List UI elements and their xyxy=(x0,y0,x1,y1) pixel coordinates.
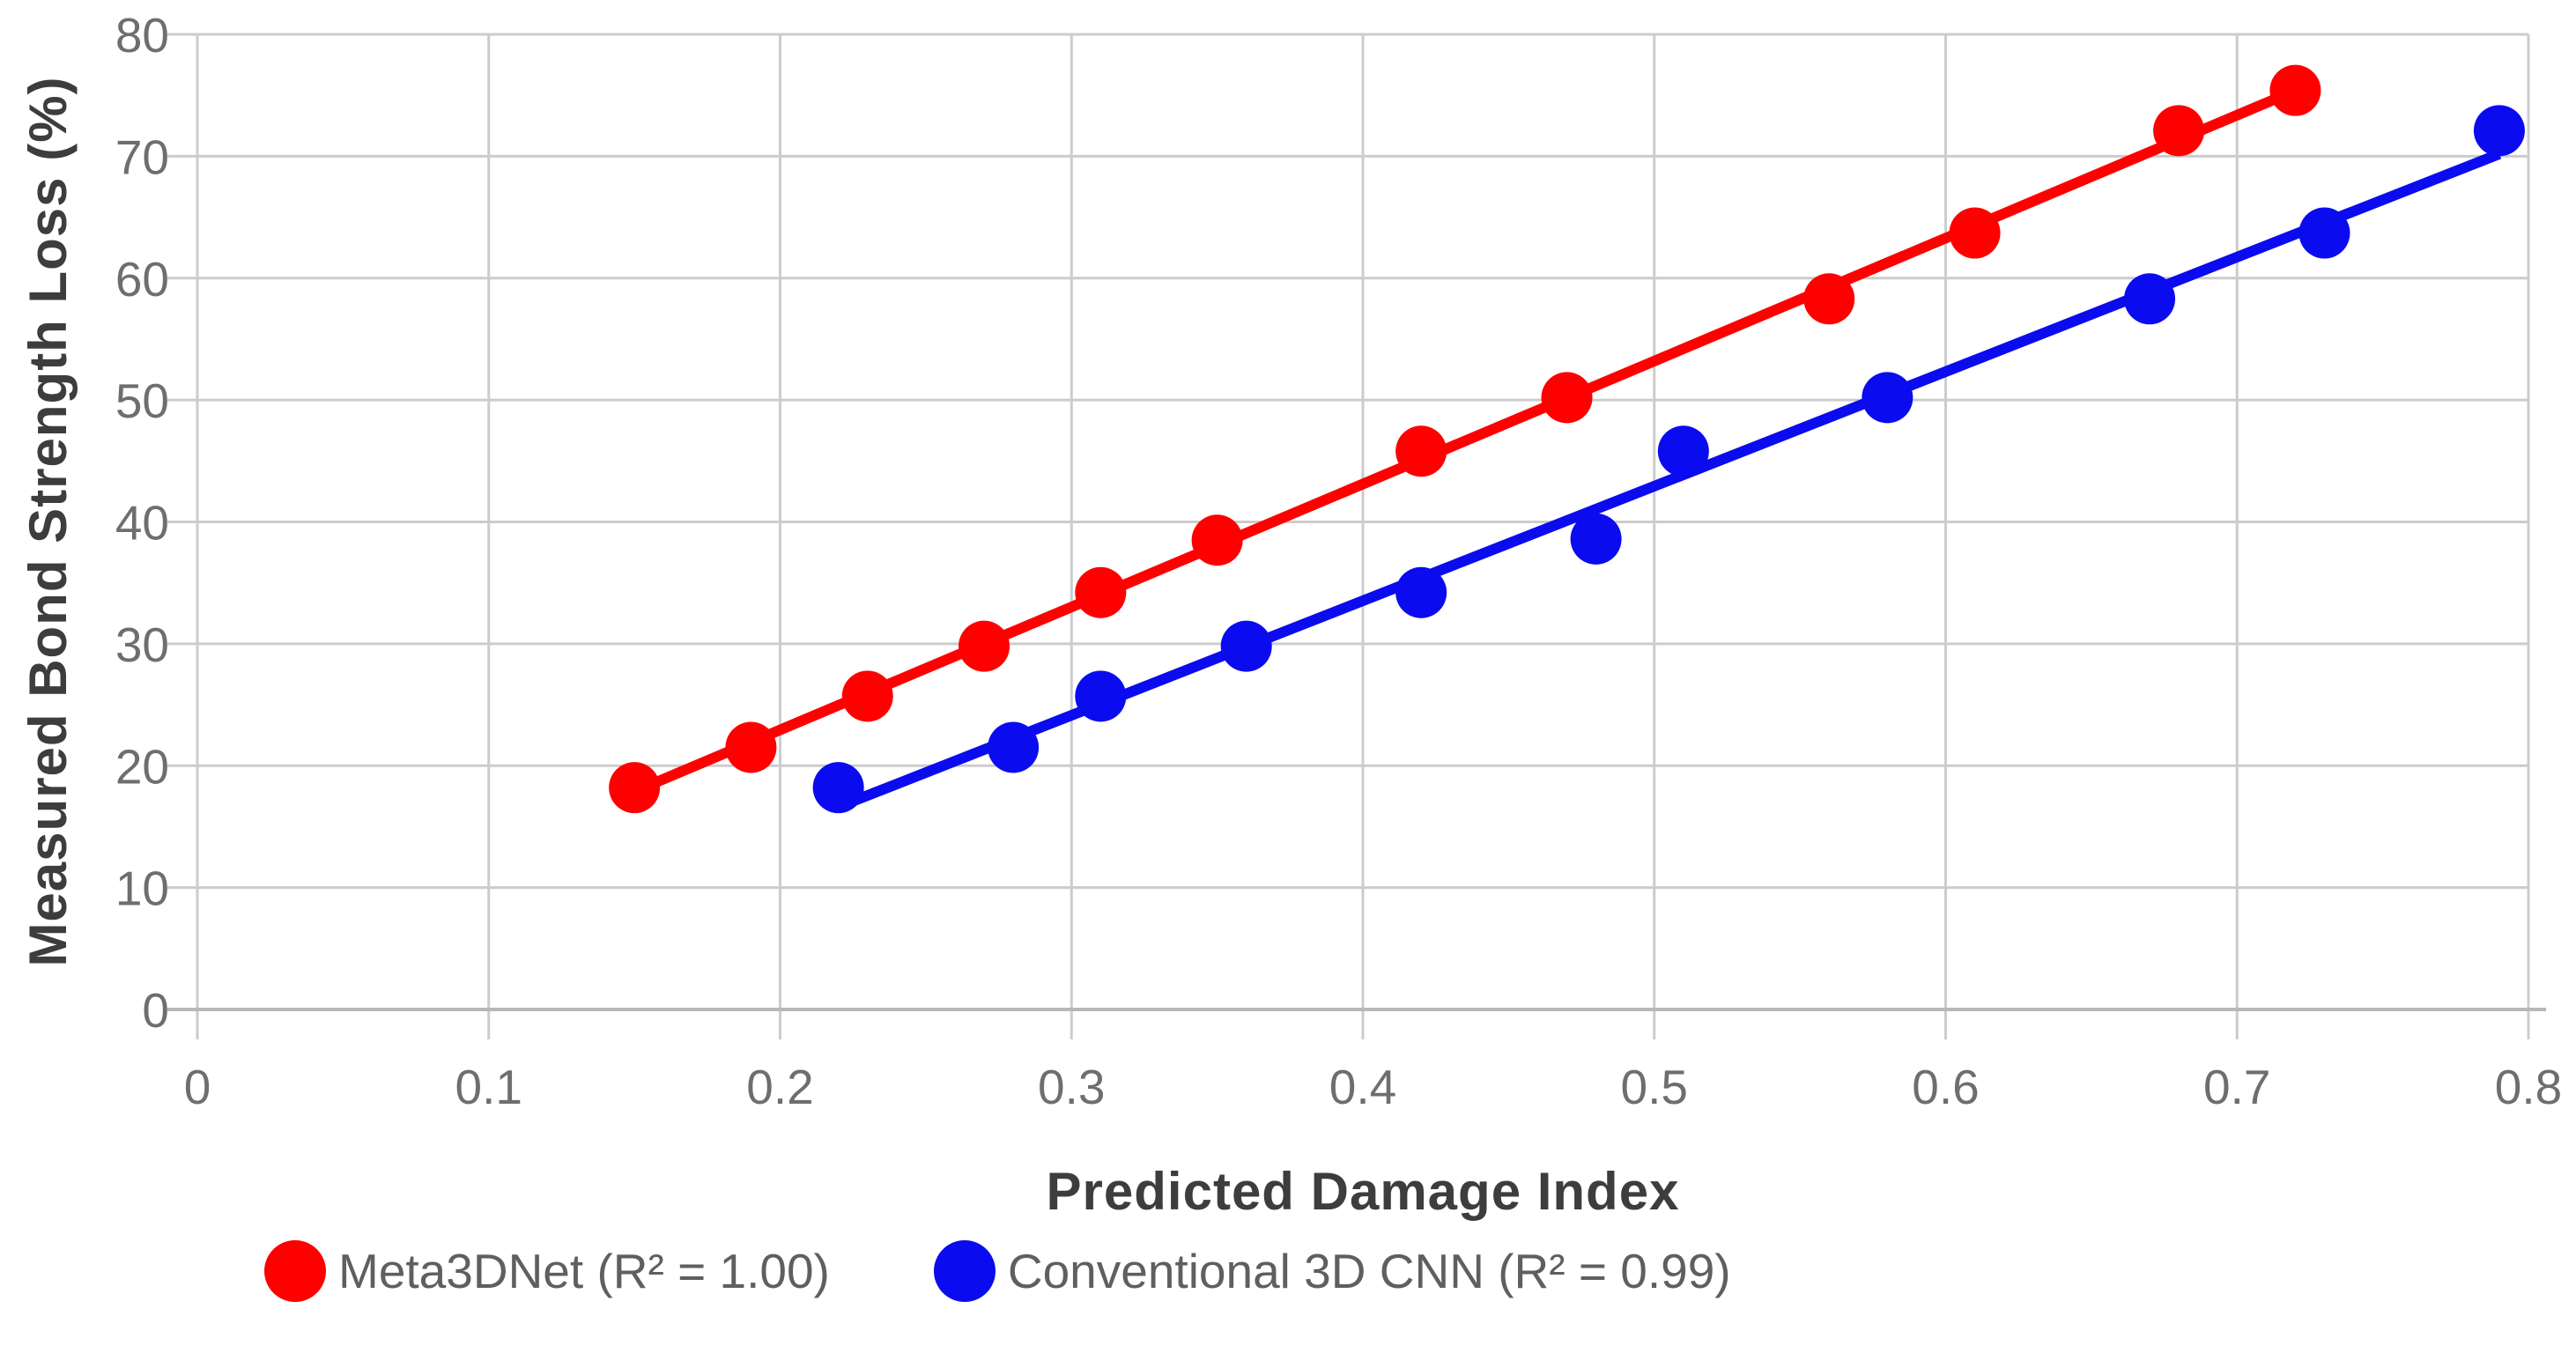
data-point-series-0 xyxy=(959,620,1010,672)
x-tick-label: 0.4 xyxy=(1329,1060,1396,1114)
legend-item-meta3dnet: Meta3DNet (R² = 1.00) xyxy=(264,1240,830,1302)
y-tick-label: 20 xyxy=(115,739,169,794)
data-point-series-1 xyxy=(2124,273,2176,325)
data-point-series-1 xyxy=(2473,105,2525,157)
x-tick-label: 0.1 xyxy=(455,1060,522,1114)
data-point-series-0 xyxy=(1075,566,1127,618)
x-tick-label: 0.7 xyxy=(2203,1060,2270,1114)
data-point-series-0 xyxy=(1541,372,1593,424)
x-tick-label: 0 xyxy=(184,1060,211,1114)
data-point-series-1 xyxy=(1862,372,1913,424)
legend-label-conventional-cnn: Conventional 3D CNN (R² = 0.99) xyxy=(1007,1244,1731,1298)
data-point-series-0 xyxy=(2153,105,2205,157)
y-tick-label: 0 xyxy=(142,983,169,1038)
data-point-series-1 xyxy=(1220,620,1272,672)
x-tick-label: 0.6 xyxy=(1912,1060,1979,1114)
x-tick-label: 0.5 xyxy=(1621,1060,1688,1114)
data-point-series-0 xyxy=(609,762,661,814)
x-axis-title: Predicted Damage Index xyxy=(1046,1162,1680,1221)
data-point-series-0 xyxy=(841,670,893,722)
data-point-series-0 xyxy=(725,721,777,773)
y-tick-label: 80 xyxy=(115,8,169,63)
legend-marker-meta3dnet-icon xyxy=(264,1240,326,1302)
data-point-series-1 xyxy=(812,762,864,814)
trendline-series-0 xyxy=(632,85,2298,796)
data-point-series-0 xyxy=(1949,207,2001,259)
data-point-series-1 xyxy=(1657,425,1709,477)
y-tick-label: 70 xyxy=(115,129,169,184)
x-tick-label: 0.3 xyxy=(1038,1060,1105,1114)
data-point-series-1 xyxy=(1570,513,1622,565)
data-point-series-0 xyxy=(1191,514,1243,566)
y-tick-label: 40 xyxy=(115,496,169,551)
y-tick-label: 60 xyxy=(115,252,169,307)
x-tick-label: 0.8 xyxy=(2495,1060,2562,1114)
legend: Meta3DNet (R² = 1.00) Conventional 3D CN… xyxy=(264,1240,1731,1302)
data-point-series-0 xyxy=(2269,64,2321,116)
y-tick-label: 50 xyxy=(115,373,169,428)
data-point-series-1 xyxy=(2298,207,2350,259)
legend-label-meta3dnet: Meta3DNet (R² = 1.00) xyxy=(338,1244,830,1298)
legend-item-conventional-cnn: Conventional 3D CNN (R² = 0.99) xyxy=(933,1240,1731,1302)
data-point-series-0 xyxy=(1803,273,1855,325)
data-point-series-0 xyxy=(1395,425,1447,477)
data-point-series-1 xyxy=(1395,566,1447,618)
y-tick-label: 10 xyxy=(115,861,169,916)
y-axis-title: Measured Bond Strength Loss (%) xyxy=(19,76,78,967)
data-point-series-1 xyxy=(1075,670,1127,722)
data-point-series-1 xyxy=(988,721,1040,773)
x-tick-label: 0.2 xyxy=(746,1060,813,1114)
y-tick-label: 30 xyxy=(115,617,169,672)
legend-marker-conventional-cnn-icon xyxy=(933,1240,996,1302)
